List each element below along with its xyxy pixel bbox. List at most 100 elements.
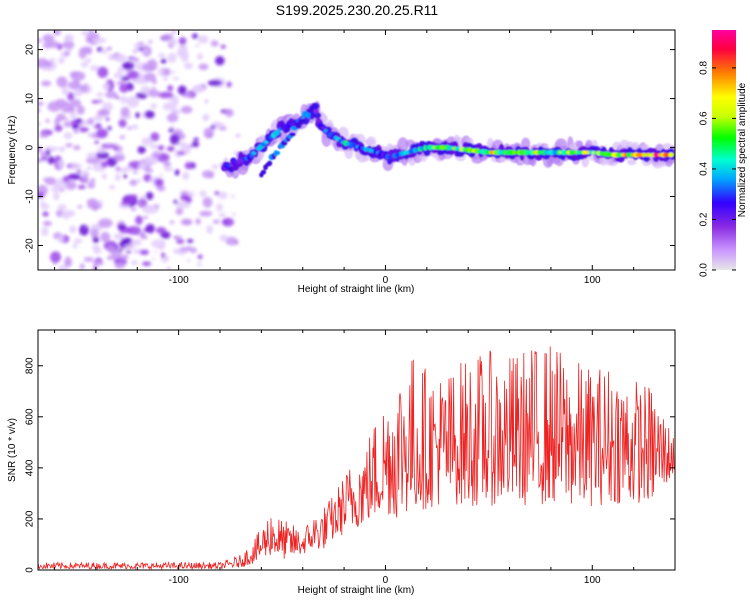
noise-blob bbox=[62, 175, 70, 183]
noise-blob bbox=[151, 79, 157, 85]
ridge-branch bbox=[289, 132, 296, 137]
noise-blob bbox=[131, 124, 139, 130]
noise-blob bbox=[185, 197, 193, 204]
snr-y-tick-label: 0 bbox=[25, 567, 36, 573]
noise-blob bbox=[151, 257, 156, 260]
noise-blob bbox=[144, 168, 154, 173]
noise-blob bbox=[139, 249, 149, 256]
colorbar-ticks: 0.0 0.2 0.4 0.6 0.8 bbox=[699, 61, 736, 277]
noise-blob bbox=[78, 47, 87, 59]
noise-blob bbox=[176, 151, 186, 156]
noise-blob bbox=[117, 66, 124, 74]
noise-blob bbox=[162, 102, 177, 111]
noise-blob bbox=[210, 40, 219, 47]
noise-blob bbox=[50, 186, 62, 193]
noise-blob bbox=[107, 126, 112, 131]
noise-blob bbox=[101, 173, 108, 180]
noise-blob bbox=[163, 166, 174, 172]
noise-blob bbox=[177, 235, 182, 240]
noise-blob bbox=[137, 146, 146, 154]
noise-blob bbox=[115, 166, 122, 172]
noise-blob bbox=[94, 140, 99, 145]
noise-blob bbox=[114, 155, 122, 161]
noise-blob bbox=[232, 212, 236, 217]
spectrogram-y-tick-label: 0 bbox=[25, 144, 36, 150]
ridge-core bbox=[320, 126, 327, 130]
noise-blob bbox=[73, 79, 80, 84]
noise-blob bbox=[180, 105, 193, 114]
noise-blob bbox=[76, 170, 81, 174]
noise-blob bbox=[100, 161, 109, 168]
noise-blob bbox=[141, 137, 154, 146]
noise-blob bbox=[172, 108, 181, 115]
noise-blob bbox=[67, 173, 82, 180]
spectrogram-x-tick-label: 100 bbox=[584, 275, 601, 286]
noise-blob bbox=[135, 112, 141, 118]
noise-blob bbox=[226, 81, 232, 88]
noise-blob bbox=[95, 123, 102, 129]
snr-series-line bbox=[38, 346, 675, 570]
noise-blob bbox=[142, 215, 149, 220]
noise-blob bbox=[187, 258, 190, 263]
noise-blob bbox=[153, 251, 157, 254]
ridge-branch bbox=[303, 112, 311, 117]
noise-blob bbox=[64, 34, 75, 43]
noise-blob bbox=[61, 187, 67, 191]
noise-blob bbox=[49, 40, 60, 49]
noise-blob bbox=[199, 190, 207, 197]
spectrogram-x-label: Height of straight line (km) bbox=[298, 284, 415, 295]
noise-blob bbox=[125, 250, 132, 254]
noise-blob bbox=[191, 33, 199, 39]
noise-blob bbox=[177, 250, 187, 255]
noise-blob bbox=[145, 191, 154, 200]
noise-blob bbox=[53, 192, 60, 201]
snr-x-ticks: -100 0 100 bbox=[54, 330, 676, 586]
noise-blob bbox=[79, 84, 89, 93]
noise-blob bbox=[41, 80, 52, 87]
noise-blob bbox=[41, 227, 49, 237]
noise-blob bbox=[106, 157, 118, 167]
noise-blob bbox=[98, 218, 113, 228]
noise-blob bbox=[126, 226, 142, 235]
noise-blob bbox=[120, 237, 133, 244]
noise-blob bbox=[56, 76, 68, 88]
noise-blob bbox=[192, 84, 205, 94]
noise-blob bbox=[197, 254, 203, 260]
noise-blob bbox=[187, 238, 194, 244]
noise-blob bbox=[177, 85, 187, 96]
ridge-core bbox=[668, 152, 674, 158]
colorbar: 0.0 0.2 0.4 0.6 0.8 Normalized spectral ampl… bbox=[699, 30, 748, 277]
ridge-halo bbox=[627, 159, 637, 166]
noise-blob bbox=[69, 112, 77, 119]
noise-blob bbox=[70, 71, 86, 81]
noise-blob bbox=[96, 147, 106, 154]
noise-blob bbox=[82, 178, 89, 183]
noise-blob bbox=[57, 264, 68, 270]
noise-blob bbox=[206, 224, 214, 234]
colorbar-tick-label: 0.8 bbox=[699, 61, 710, 75]
noise-blob bbox=[87, 202, 103, 210]
noise-blob bbox=[220, 44, 226, 49]
noise-blob bbox=[83, 173, 89, 179]
noise-blob bbox=[148, 40, 153, 44]
noise-blob bbox=[88, 30, 93, 33]
noise-blob bbox=[104, 143, 112, 148]
colorbar-tick-label: 0.4 bbox=[699, 162, 710, 176]
noise-blob bbox=[145, 223, 155, 234]
noise-blob bbox=[137, 164, 147, 169]
snr-y-tick-label: 600 bbox=[25, 408, 36, 425]
noise-blob bbox=[166, 266, 172, 270]
noise-blob bbox=[100, 231, 111, 243]
noise-blob bbox=[174, 169, 180, 176]
noise-blob bbox=[163, 161, 172, 167]
noise-blob bbox=[38, 108, 41, 113]
noise-blob bbox=[54, 124, 63, 132]
noise-blob bbox=[57, 204, 67, 211]
noise-blob bbox=[69, 225, 77, 233]
noise-blob bbox=[157, 145, 165, 151]
spectrogram-frame bbox=[37, 29, 676, 271]
noise-blob bbox=[118, 118, 127, 128]
noise-blob bbox=[127, 70, 140, 80]
noise-blob bbox=[213, 122, 226, 128]
